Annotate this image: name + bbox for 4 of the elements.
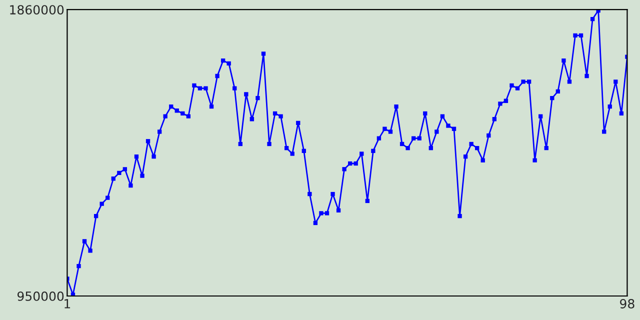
x-tick-label: 98	[620, 299, 634, 308]
y-tick-label: 950000	[17, 291, 64, 301]
x-tick-label: 1	[64, 299, 70, 308]
y-tick-label: 1860000	[10, 5, 64, 15]
